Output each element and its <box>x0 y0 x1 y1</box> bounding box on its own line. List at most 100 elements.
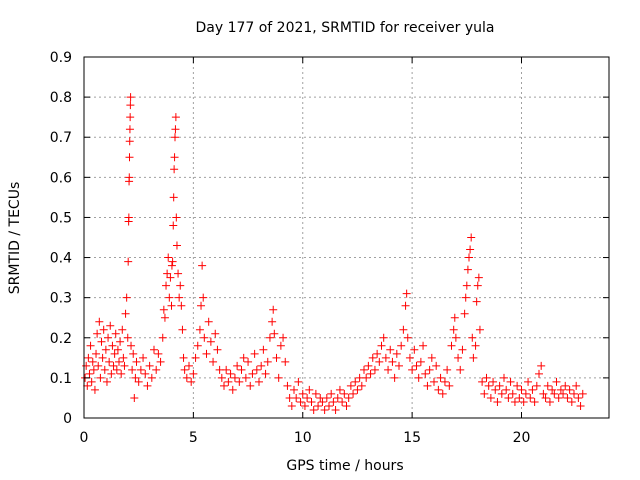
data-point <box>202 349 211 358</box>
data-point <box>224 377 233 386</box>
data-point <box>152 365 161 374</box>
data-point <box>458 345 467 354</box>
data-point <box>500 373 508 382</box>
data-point <box>502 385 511 394</box>
data-point <box>199 293 208 302</box>
data-point <box>283 381 292 390</box>
data-point <box>506 377 515 386</box>
data-point <box>171 125 180 134</box>
data-point <box>110 349 119 358</box>
data-point <box>105 357 114 366</box>
data-point <box>445 381 454 390</box>
y-tick-label: 0.3 <box>50 291 72 307</box>
data-point <box>292 393 301 402</box>
data-point <box>405 353 414 362</box>
data-point <box>517 385 526 394</box>
data-point <box>191 353 200 362</box>
data-point <box>179 353 188 362</box>
data-point <box>126 93 135 102</box>
y-tick-label: 0.5 <box>50 210 72 226</box>
data-point <box>99 325 108 334</box>
data-point <box>563 393 572 402</box>
data-point <box>486 393 495 402</box>
data-point <box>561 381 570 390</box>
data-point <box>197 301 206 310</box>
data-point <box>480 389 489 398</box>
data-point <box>519 397 528 406</box>
data-point <box>532 381 541 390</box>
data-point <box>209 357 218 366</box>
data-point <box>419 341 428 350</box>
data-point <box>175 293 184 302</box>
data-point <box>171 113 180 122</box>
data-point <box>574 393 583 402</box>
data-point <box>296 397 305 406</box>
data-point <box>185 361 193 370</box>
y-tick-label: 0.4 <box>50 251 72 267</box>
data-point <box>423 381 432 390</box>
data-point <box>119 353 128 362</box>
data-point <box>402 289 411 298</box>
data-points <box>81 93 587 414</box>
data-point <box>327 389 336 398</box>
data-point <box>368 353 377 362</box>
data-point <box>257 361 266 370</box>
data-point <box>268 317 277 326</box>
data-point <box>351 377 360 386</box>
data-point <box>111 329 120 338</box>
data-point <box>239 353 248 362</box>
data-point <box>125 137 134 146</box>
data-point <box>373 349 382 358</box>
data-point <box>438 389 447 398</box>
data-point <box>193 341 202 350</box>
data-point <box>303 393 312 402</box>
data-point <box>166 273 175 282</box>
data-point <box>360 365 368 374</box>
x-tick-label: 10 <box>294 430 312 446</box>
data-point <box>259 345 268 354</box>
data-point <box>213 345 222 354</box>
data-point <box>287 401 296 410</box>
data-point <box>88 357 97 366</box>
data-point <box>556 385 565 394</box>
data-point <box>309 405 318 414</box>
data-point <box>412 361 421 370</box>
data-point <box>269 305 278 314</box>
data-point <box>322 393 331 402</box>
data-point <box>370 365 379 374</box>
data-point <box>384 365 393 374</box>
data-point <box>108 341 117 350</box>
data-point <box>93 329 102 338</box>
data-point <box>279 333 288 342</box>
data-point <box>101 345 110 354</box>
data-point <box>550 389 559 398</box>
data-point <box>510 397 519 406</box>
data-point <box>572 381 581 390</box>
data-point <box>386 345 395 354</box>
data-point <box>178 325 187 334</box>
data-point <box>168 257 177 266</box>
data-point <box>198 261 207 270</box>
data-point <box>497 389 506 398</box>
data-point <box>320 405 329 414</box>
data-point <box>449 325 458 334</box>
data-point <box>252 365 261 374</box>
data-point <box>466 245 475 254</box>
data-point <box>329 397 338 406</box>
data-point <box>346 381 355 390</box>
data-point <box>434 385 443 394</box>
data-point <box>390 373 399 382</box>
data-point <box>121 309 130 318</box>
data-point <box>222 365 231 374</box>
data-point <box>182 373 191 382</box>
data-point <box>132 357 141 366</box>
data-point <box>90 385 99 394</box>
data-point <box>250 349 259 358</box>
data-point <box>195 325 204 334</box>
data-point <box>484 381 493 390</box>
data-point <box>535 369 543 378</box>
data-point <box>392 349 401 358</box>
axis-ticks: 0 0.1 0.2 0.3 0.4 0.5 0.6 0.7 0.8 0.9 0 5 10 15 20 <box>50 50 609 446</box>
